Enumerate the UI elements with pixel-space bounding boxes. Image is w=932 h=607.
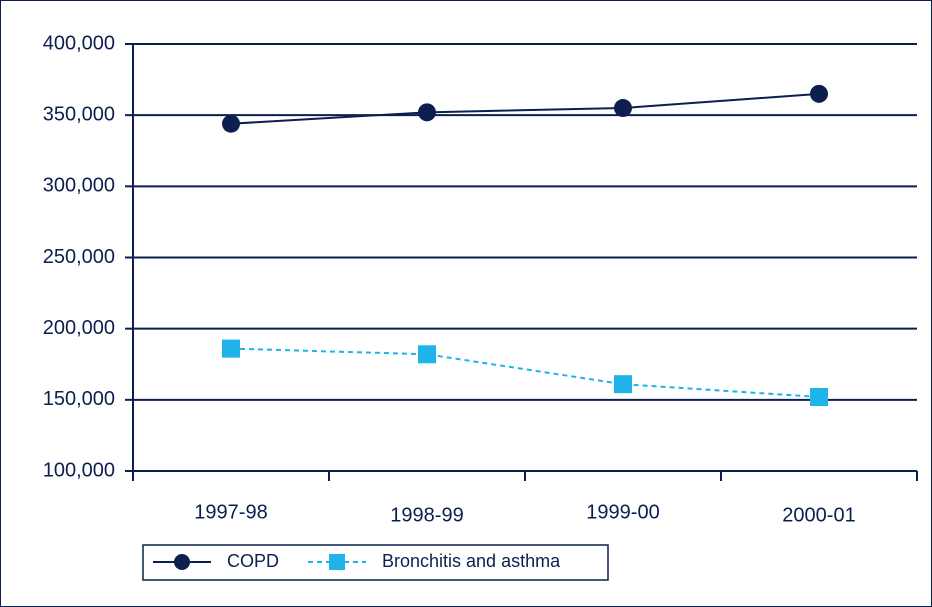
data-point — [418, 103, 436, 122]
legend-box — [142, 544, 609, 581]
y-tick-label: 350,000 — [43, 103, 115, 125]
data-point — [614, 375, 632, 394]
legend-label: Bronchitis and asthma — [382, 551, 561, 571]
y-tick-label: 300,000 — [43, 175, 115, 197]
data-point — [810, 84, 828, 103]
x-tick-label: 1997-98 — [194, 501, 267, 523]
y-tick-label: 100,000 — [43, 459, 115, 481]
x-tick-label: 2000-01 — [782, 504, 855, 526]
x-tick-label: 1998-99 — [390, 504, 463, 526]
data-point — [222, 114, 240, 133]
data-point — [418, 345, 436, 364]
legend-marker — [174, 554, 190, 570]
y-tick-label: 250,000 — [43, 246, 115, 268]
y-tick-label: 200,000 — [43, 317, 115, 339]
data-point — [222, 339, 240, 358]
series-line — [230, 92, 820, 125]
legend-label: COPD — [227, 551, 279, 571]
data-point — [614, 99, 632, 118]
y-tick-label: 150,000 — [43, 388, 115, 410]
y-tick-label: 400,000 — [43, 32, 115, 54]
legend-marker — [329, 554, 345, 570]
x-tick-label: 1999-00 — [586, 501, 659, 523]
data-point — [810, 387, 828, 406]
